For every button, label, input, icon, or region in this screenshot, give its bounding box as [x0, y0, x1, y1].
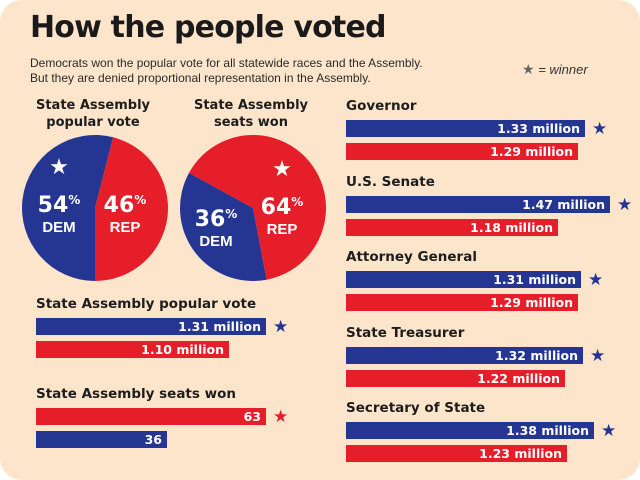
percent-sign: %: [291, 195, 303, 209]
pie-slice-rep: [189, 134, 326, 280]
bar-value-label: 1.31 million: [178, 319, 261, 334]
pie-party-label: REP: [267, 221, 298, 238]
bar-rep: 1.23 million: [346, 445, 567, 462]
subtitle-line: Democrats won the popular vote for all s…: [30, 56, 423, 70]
pie-chart-popular-vote: 54%DEM★46%REP: [21, 134, 168, 281]
pie-title-line: State Assembly: [193, 98, 309, 113]
pie-party-label: REP: [110, 219, 141, 236]
legend: ★ = winner: [522, 61, 588, 78]
bar-value-label: 1.23 million: [479, 446, 562, 461]
pie-title-line: State Assembly: [35, 98, 151, 113]
bar-chart-title: State Assembly seats won: [36, 386, 236, 402]
bar-rep: 1.22 million: [346, 370, 565, 387]
bar-chart-title: State Treasurer: [346, 325, 465, 341]
bar-chart-title: State Assembly popular vote: [36, 296, 257, 312]
bar-chart-title: Attorney General: [346, 249, 477, 265]
pie-title-popular-vote: State Assembly popular vote: [28, 97, 158, 131]
bar-value-label: 63: [243, 409, 261, 424]
pie-party-label: DEM: [199, 233, 232, 250]
star-icon: ★: [49, 154, 69, 179]
pie-party-label: DEM: [42, 219, 75, 236]
star-icon: ★: [601, 421, 617, 440]
pie-slice-dem: [21, 134, 114, 281]
bar-rep: 1.10 million: [36, 341, 229, 358]
bar-rep: 1.29 million: [346, 294, 578, 311]
star-icon: ★: [592, 119, 608, 138]
bar-value-label: 1.29 million: [490, 144, 573, 159]
percent-sign: %: [68, 193, 80, 207]
bar-value-label: 1.22 million: [477, 371, 560, 386]
bar-value-label: 1.29 million: [490, 295, 573, 310]
star-icon: ★: [272, 156, 292, 181]
bar-dem: 1.33 million: [346, 120, 585, 137]
bar-value-label: 1.47 million: [522, 197, 605, 212]
pie-slice-dem: [180, 172, 267, 281]
percent-sign: %: [134, 193, 146, 207]
bar-value-label: 1.38 million: [506, 423, 589, 438]
pie-title-line: seats won: [213, 115, 288, 130]
bar-value-label: 1.31 million: [493, 272, 576, 287]
bar-value-label: 1.32 million: [495, 348, 578, 363]
bar-dem: 1.47 million: [346, 196, 610, 213]
star-icon: ★: [617, 195, 633, 214]
bar-rep: 1.29 million: [346, 143, 578, 160]
bar-value-label: 1.10 million: [141, 342, 224, 357]
bar-dem: 1.31 million: [36, 318, 266, 335]
bar-chart-title: U.S. Senate: [346, 174, 435, 190]
pie-slice-rep: [95, 137, 168, 281]
legend-label: = winner: [538, 62, 588, 77]
bar-rep: 1.18 million: [346, 219, 558, 236]
pie-title-line: popular vote: [46, 115, 140, 130]
star-icon: ★: [590, 346, 606, 365]
bar-rep: 63: [36, 408, 266, 425]
star-icon: ★: [522, 61, 535, 77]
subtitle-line: But they are denied proportional represe…: [30, 71, 371, 85]
bar-chart-title: Governor: [346, 98, 417, 114]
bar-dem: 1.31 million: [346, 271, 581, 288]
bar-dem: 36: [36, 431, 167, 448]
bar-dem: 1.38 million: [346, 422, 594, 439]
page-title: How the people voted: [30, 10, 386, 45]
bar-dem: 1.32 million: [346, 347, 583, 364]
star-icon: ★: [588, 270, 604, 289]
star-icon: ★: [273, 407, 289, 426]
bar-chart-title: Secretary of State: [346, 400, 486, 416]
subtitle: Democrats won the popular vote for all s…: [30, 56, 450, 86]
percent-sign: %: [225, 207, 237, 221]
star-icon: ★: [273, 317, 289, 336]
bar-value-label: 36: [144, 432, 162, 447]
bar-value-label: 1.33 million: [497, 121, 580, 136]
pie-title-seats-won: State Assembly seats won: [186, 97, 316, 131]
bar-value-label: 1.18 million: [470, 220, 553, 235]
